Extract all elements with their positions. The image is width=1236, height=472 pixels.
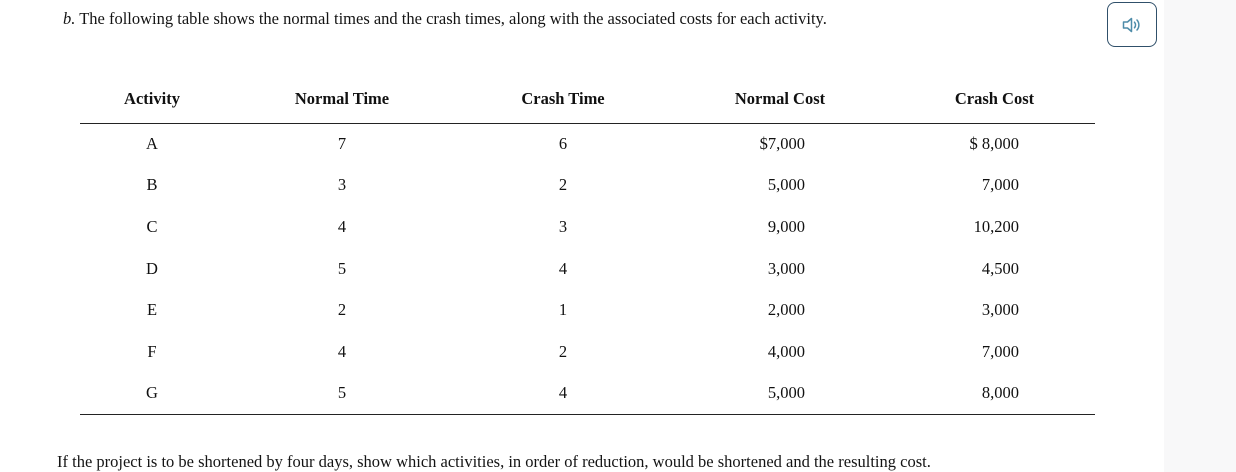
- column-header-normal-cost: Normal Cost: [666, 85, 894, 124]
- question-text: If the project is to be shortened by fou…: [57, 452, 931, 471]
- normal-time-cell: 2: [337, 300, 347, 320]
- table-header-row: Activity Normal Time Crash Time Normal C…: [80, 85, 1095, 124]
- table-row: A 7 6 $7,000 $ 8,000: [80, 123, 1095, 165]
- crash-cost-cell: 4,500: [981, 258, 1019, 278]
- crash-time-cell: 6: [558, 134, 568, 154]
- normal-cost-cell: 5,000: [666, 372, 894, 415]
- activity-cell: F: [147, 341, 157, 361]
- crash-time-cell: 3: [558, 216, 568, 236]
- normal-time-cell: 4: [337, 216, 347, 236]
- normal-cost-cell: 3,000: [767, 258, 805, 278]
- normal-time-cell: 4: [337, 341, 347, 361]
- normal-cost-cell: $7,000: [759, 134, 805, 154]
- column-header-crash-cost: Crash Cost: [894, 85, 1095, 124]
- crash-cost-cell: 10,200: [973, 216, 1019, 236]
- column-header-normal-time: Normal Time: [224, 85, 460, 124]
- activity-cell: A: [146, 134, 158, 154]
- normal-cost-cell: 9,000: [767, 216, 805, 236]
- normal-time-cell: 5: [337, 258, 347, 278]
- crash-cost-cell: 3,000: [981, 300, 1019, 320]
- table-row: B 3 2 5,000 7,000: [80, 165, 1095, 207]
- right-margin-strip: [1164, 0, 1236, 472]
- problem-statement: b. The following table shows the normal …: [63, 8, 1063, 29]
- activity-crash-table: Activity Normal Time Crash Time Normal C…: [80, 85, 1095, 415]
- crash-time-cell: 2: [558, 175, 568, 195]
- speaker-icon: [1120, 14, 1144, 36]
- text-to-speech-button[interactable]: [1107, 2, 1157, 47]
- table-row: F 4 2 4,000 7,000: [80, 331, 1095, 373]
- crash-time-cell: 2: [558, 341, 568, 361]
- crash-time-cell: 1: [558, 300, 568, 320]
- content-area: b. The following table shows the normal …: [57, 2, 1157, 471]
- crash-cost-cell: 7,000: [981, 175, 1019, 195]
- activity-cell: D: [146, 258, 158, 278]
- normal-cost-cell: 5,000: [767, 175, 805, 195]
- normal-time-cell: 5: [224, 372, 460, 415]
- crash-time-cell: 4: [558, 258, 568, 278]
- normal-time-cell: 3: [337, 175, 347, 195]
- table-row: D 5 4 3,000 4,500: [80, 248, 1095, 290]
- column-header-activity: Activity: [80, 85, 224, 124]
- table-row: C 4 3 9,000 10,200: [80, 206, 1095, 248]
- column-header-crash-time: Crash Time: [460, 85, 666, 124]
- part-label: b.: [63, 9, 76, 28]
- activity-cell: B: [146, 175, 158, 195]
- activity-cell: G: [80, 372, 224, 415]
- crash-cost-cell: $ 8,000: [969, 134, 1020, 154]
- problem-statement-text: The following table shows the normal tim…: [79, 9, 827, 28]
- crash-time-cell: 4: [460, 372, 666, 415]
- table-row: G 5 4 5,000 8,000: [80, 372, 1095, 415]
- table-row: E 2 1 2,000 3,000: [80, 289, 1095, 331]
- normal-cost-cell: 2,000: [767, 300, 805, 320]
- crash-cost-cell: 8,000: [894, 372, 1095, 415]
- normal-cost-cell: 4,000: [767, 341, 805, 361]
- activity-cell: C: [146, 216, 158, 236]
- normal-time-cell: 7: [337, 134, 347, 154]
- crash-cost-cell: 7,000: [981, 341, 1019, 361]
- activity-cell: E: [146, 300, 158, 320]
